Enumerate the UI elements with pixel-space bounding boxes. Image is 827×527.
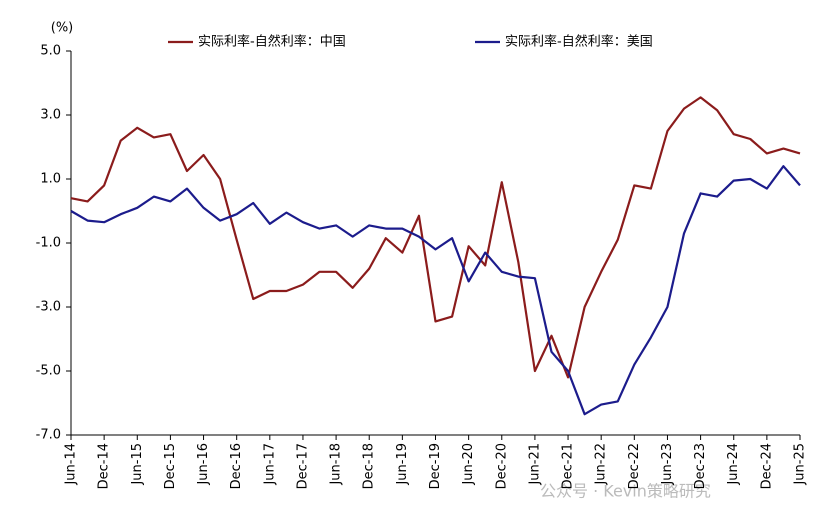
x-tick-label: Dec-23: [693, 443, 708, 489]
x-tick-label: Dec-14: [97, 443, 112, 489]
x-tick-label: Jun-24: [726, 443, 741, 486]
y-tick-label: 5.0: [40, 44, 61, 59]
x-tick-label: Jun-16: [196, 443, 211, 486]
y-tick-label: -1.0: [36, 236, 61, 251]
x-tick-label: Jun-20: [461, 443, 476, 486]
y-unit: (%): [51, 21, 74, 36]
line-series: [70, 165, 801, 416]
legend-label: 实际利率-自然利率：美国: [505, 34, 653, 50]
x-tick-label: Jun-23: [660, 443, 675, 486]
x-tick-label: Dec-18: [362, 443, 377, 489]
line-series: [70, 96, 801, 379]
y-tick-label: -7.0: [36, 428, 61, 443]
legend-label: 实际利率-自然利率：中国: [198, 34, 346, 50]
x-tick-label: Jun-25: [793, 443, 808, 486]
y-tick-label: 3.0: [40, 108, 61, 123]
y-tick-label: 1.0: [40, 172, 61, 187]
x-tick-label: Jun-17: [262, 443, 277, 486]
x-tick-label: Dec-20: [494, 443, 509, 489]
x-tick-label: Dec-22: [627, 443, 642, 489]
x-tick-label: Dec-24: [759, 443, 774, 489]
y-tick-label: -5.0: [36, 364, 61, 379]
y-tick-label: -3.0: [36, 300, 61, 315]
x-tick-label: Jun-21: [527, 443, 542, 486]
x-tick-label: Jun-18: [329, 443, 344, 486]
x-tick-label: Dec-17: [295, 443, 310, 489]
x-tick-label: Dec-19: [428, 443, 443, 489]
x-tick-label: Dec-16: [229, 443, 244, 489]
watermark: 公众号 · Kevin策略研究: [540, 482, 711, 501]
x-tick-label: Jun-22: [594, 443, 609, 486]
x-tick-label: Dec-21: [561, 443, 576, 489]
x-tick-label: Jun-14: [64, 443, 79, 486]
x-tick-label: Dec-15: [163, 443, 178, 489]
x-tick-label: Jun-19: [395, 443, 410, 486]
x-tick-label: Jun-15: [130, 443, 145, 486]
